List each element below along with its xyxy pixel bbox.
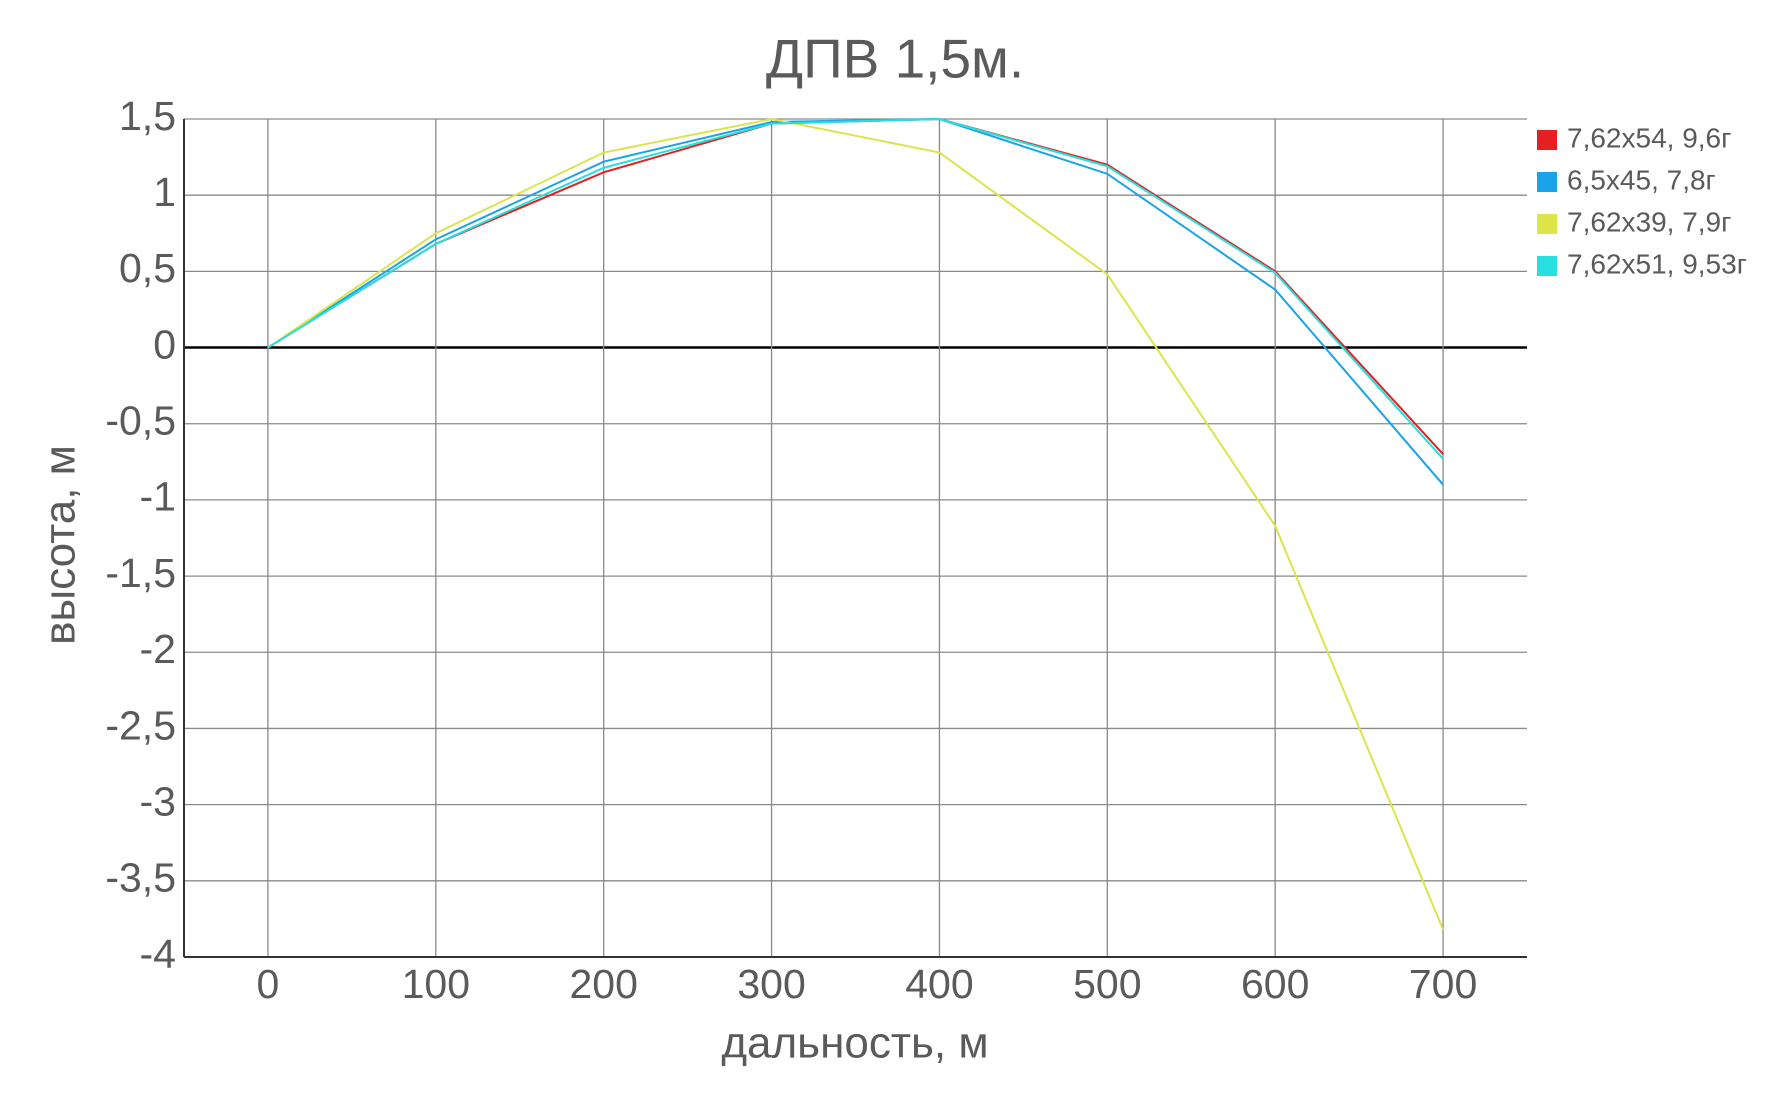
- y-tick-label: -3,5: [105, 855, 176, 901]
- x-tick-label: 100: [402, 961, 470, 1007]
- legend-label: 7,62x54, 9,6г: [1567, 122, 1731, 153]
- y-tick-label: -3: [140, 778, 176, 824]
- x-tick-label: 600: [1241, 961, 1309, 1007]
- x-tick-label: 200: [569, 961, 637, 1007]
- y-axis-label: высота, м: [36, 445, 85, 645]
- x-tick-label: 500: [1073, 961, 1141, 1007]
- series-line: [267, 117, 1444, 460]
- x-tick-label: 0: [257, 961, 280, 1007]
- chart-title: ДПВ 1,5м.: [766, 28, 1024, 90]
- legend-swatch: [1537, 172, 1557, 192]
- series-line: [267, 117, 1444, 486]
- x-tick-label: 700: [1409, 961, 1477, 1007]
- y-tick-label: 1: [153, 169, 176, 215]
- y-tick-label: -1: [140, 474, 176, 520]
- legend-swatch: [1537, 256, 1557, 276]
- y-tick-label: -4: [140, 931, 176, 977]
- y-tick-label: -2: [140, 626, 176, 672]
- legend-label: 6,5x45, 7,8г: [1567, 164, 1716, 195]
- x-tick-label: 300: [737, 961, 805, 1007]
- x-tick-label: 400: [905, 961, 973, 1007]
- x-axis-label: дальность, м: [721, 1019, 988, 1068]
- legend-label: 7,62x39, 7,9г: [1567, 206, 1731, 237]
- legend-swatch: [1537, 214, 1557, 234]
- y-tick-label: -0,5: [105, 398, 176, 444]
- y-tick-label: -2,5: [105, 702, 176, 748]
- series-line: [267, 117, 1444, 455]
- y-tick-label: 0,5: [119, 245, 176, 291]
- y-tick-label: 1,5: [119, 93, 176, 139]
- series-line: [267, 117, 1444, 930]
- legend-swatch: [1537, 130, 1557, 150]
- y-tick-label: 0: [153, 321, 176, 367]
- y-tick-label: -1,5: [105, 550, 176, 596]
- legend-label: 7,62x51, 9,53г: [1567, 248, 1747, 279]
